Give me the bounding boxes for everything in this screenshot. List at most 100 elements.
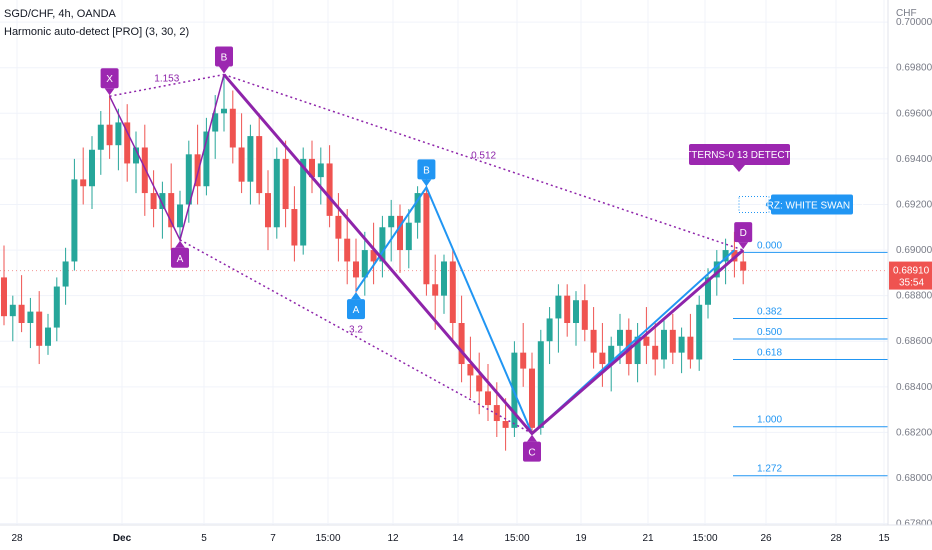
- candle-body: [1, 277, 7, 317]
- candle-body: [414, 193, 421, 223]
- ratio-label: 1.153: [154, 73, 179, 84]
- candle-body: [537, 341, 544, 428]
- candle-body: [493, 405, 500, 422]
- x-tick-label: 28: [11, 533, 23, 544]
- candle-body: [36, 311, 43, 346]
- candle-body: [353, 261, 359, 278]
- time-scale[interactable]: [0, 525, 932, 550]
- pattern-point-marker: A: [347, 292, 365, 320]
- candle-body: [476, 375, 483, 392]
- last-price-box: [889, 261, 932, 290]
- candle-body: [467, 364, 474, 376]
- pattern-point-marker: B: [215, 46, 233, 74]
- x-tick-label: 15:00: [692, 533, 717, 544]
- marker-box: [215, 46, 233, 67]
- prz-label: PRZ: WHITE SWAN 12: [760, 200, 865, 211]
- candle-body: [221, 108, 227, 114]
- candle-body: [247, 136, 254, 182]
- marker-box: [347, 299, 365, 320]
- patterns-detected-box: [689, 144, 790, 165]
- candle-body: [62, 261, 69, 287]
- marker-label: B: [423, 165, 430, 176]
- candle-body: [652, 345, 659, 360]
- candle-body: [599, 352, 606, 365]
- x-tick-label: Dec: [113, 533, 132, 544]
- candle-body: [27, 311, 34, 324]
- harmonic-patterns: 1.153 3.2 0.512: [108, 73, 745, 436]
- y-tick-label: 0.69000: [896, 245, 932, 256]
- candle-body: [555, 295, 562, 319]
- marker-box: [171, 247, 189, 268]
- ratio-label: 0.512: [471, 150, 496, 161]
- candle-body: [705, 277, 711, 305]
- marker-arrow: [104, 88, 115, 96]
- y-axis-ticks: 0.70000 0.69800 0.69600 0.69400 0.69200 0.690…: [896, 17, 932, 529]
- candle-body: [520, 352, 527, 369]
- candle-body: [485, 391, 491, 406]
- pattern1-bcd-line: [222, 73, 745, 436]
- candle-body: [643, 336, 650, 346]
- candle-body: [80, 179, 87, 187]
- y-tick-label: 0.68000: [896, 473, 932, 484]
- candle-body: [282, 158, 289, 210]
- candle-body: [529, 368, 535, 428]
- candle-body: [115, 122, 122, 146]
- marker-box: [734, 222, 753, 243]
- pattern-markers: X A B C D A B: [100, 46, 753, 462]
- y-tick-label: 0.69800: [896, 63, 932, 74]
- candle-body: [168, 193, 175, 228]
- marker-arrow: [738, 242, 749, 250]
- candle-body: [405, 222, 412, 251]
- candle-body: [361, 250, 368, 278]
- annotations: PATTERNS-0 13 DETECTED PRZ: WHITE SWAN 12: [673, 144, 865, 215]
- marker-arrow: [175, 240, 185, 248]
- candle-body: [669, 329, 676, 353]
- candle-body: [45, 327, 51, 346]
- x-tick-label: 15:00: [315, 533, 340, 544]
- pattern-point-marker: D: [734, 222, 753, 250]
- candle-body: [581, 300, 588, 330]
- candle-body: [229, 108, 236, 148]
- last-price-value: 0.68910: [893, 266, 930, 277]
- candle-body: [441, 261, 447, 296]
- candle-body: [71, 179, 78, 262]
- candle-body: [203, 131, 210, 187]
- patterns-detected-label: PATTERNS-0 13 DETECTED: [673, 150, 804, 161]
- candle-body: [124, 122, 131, 164]
- candle-body: [449, 261, 456, 324]
- candle-body: [256, 136, 263, 194]
- candle-body: [344, 238, 351, 262]
- candle-body: [273, 158, 280, 228]
- symbol-info: SGD/CHF, 4h, OANDA: [4, 8, 116, 20]
- candle-body: [291, 209, 298, 246]
- marker-arrow: [527, 434, 537, 442]
- fib-label: 0.500: [757, 327, 782, 338]
- candle-body: [159, 193, 166, 210]
- candle-body: [546, 318, 553, 342]
- candle-body: [564, 295, 571, 324]
- candle-body: [432, 284, 439, 296]
- indicator-name: Harmonic auto-detect [PRO]: [4, 26, 143, 38]
- candle-body: [379, 227, 386, 262]
- prz-zone: [738, 195, 770, 213]
- x-tick-label: 19: [575, 533, 587, 544]
- y-tick-label: 0.68800: [896, 291, 932, 302]
- bar-countdown: 35:54: [899, 278, 924, 289]
- patterns-detected-arrow: [733, 165, 745, 172]
- x-tick-label: 28: [830, 533, 842, 544]
- candles: [1, 74, 747, 451]
- candle-body: [317, 163, 324, 178]
- fib-label: 0.382: [757, 306, 782, 317]
- marker-arrow: [421, 179, 432, 187]
- pattern2-line: [355, 185, 736, 436]
- candle-body: [141, 147, 148, 194]
- indicator-legend[interactable]: Harmonic auto-detect [PRO] (3, 30, 2): [4, 26, 189, 38]
- candle-body: [608, 345, 615, 365]
- pattern1-xab-line: [108, 74, 225, 242]
- candle-body: [502, 421, 509, 428]
- candle-body: [678, 336, 685, 353]
- symbol-title[interactable]: SGD/CHF, 4h, OANDA: [4, 8, 116, 20]
- candle-body: [53, 286, 60, 328]
- marker-box: [523, 441, 541, 462]
